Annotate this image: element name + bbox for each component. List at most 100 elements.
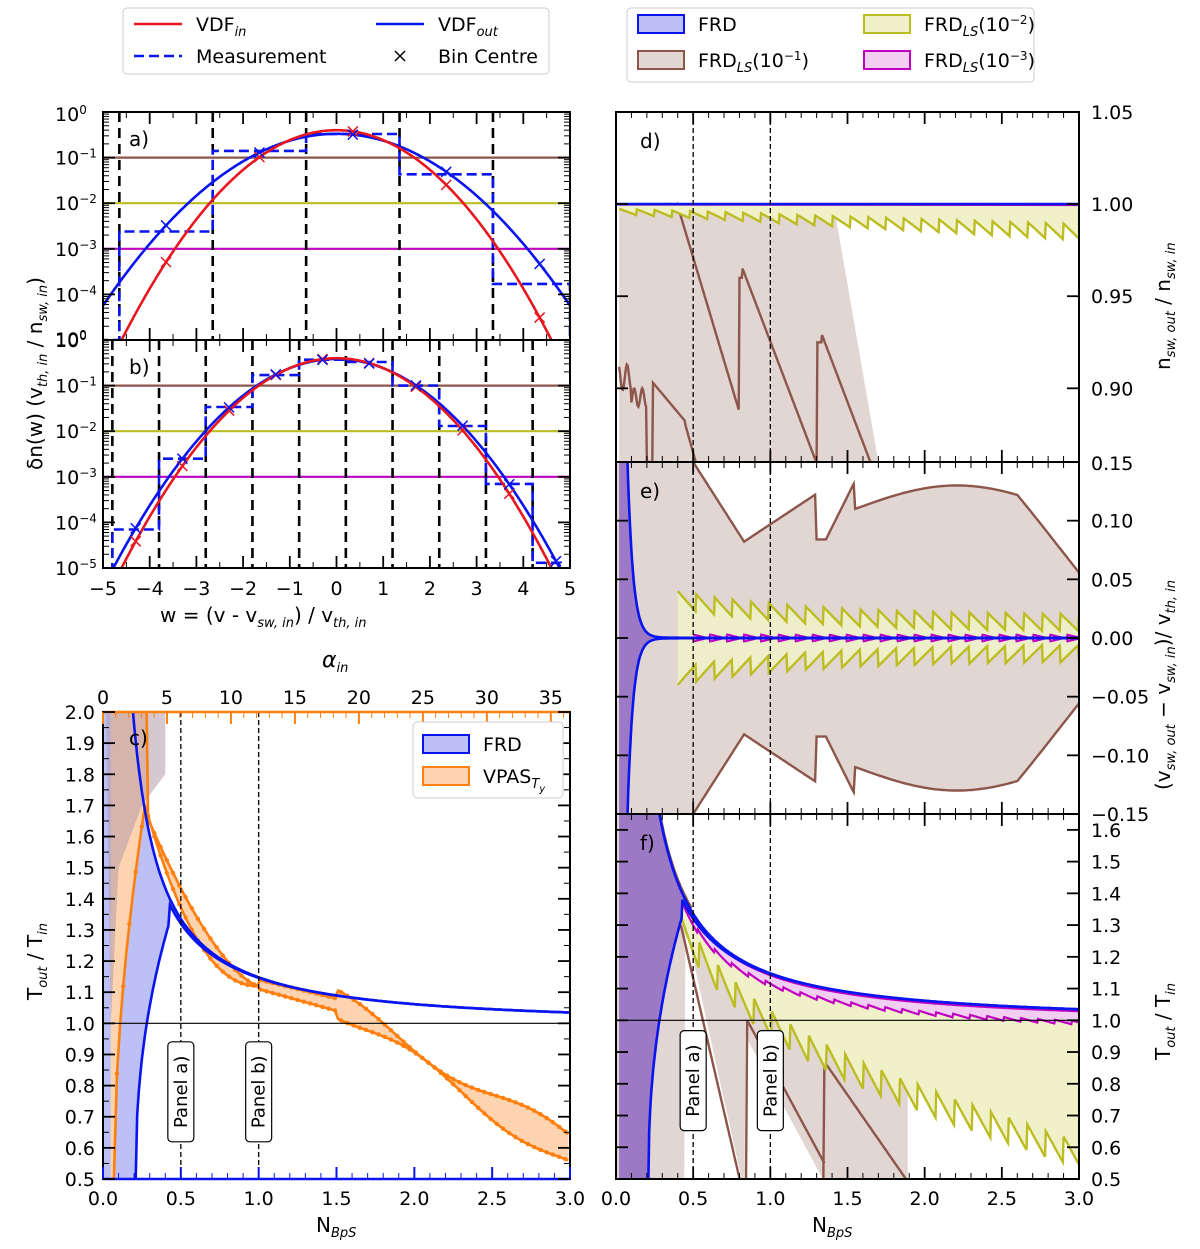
vpas-marker [563,1156,568,1162]
top-x-tick-label: 10 [219,687,243,709]
vpas-marker [307,1001,313,1006]
vpas-marker [295,997,300,1003]
panel-e-label: e) [640,479,660,503]
vpas-marker [395,1040,400,1045]
vpas-marker [139,824,145,829]
vpas-marker [301,999,307,1004]
x-tick-label: −3 [182,578,210,600]
vpas-marker [513,1134,518,1140]
vpas-marker [363,1006,369,1012]
x-tick-label: 5 [564,578,576,600]
y-tick-label: −0.05 [1091,687,1149,709]
vdf-out-bin-centre-marker [253,146,265,159]
y-tick-label: 1.2 [1091,947,1121,969]
vpas-marker [170,886,176,892]
vpas-marker [164,857,170,863]
vpas-marker [183,915,188,920]
y-tick-label: 0.95 [1091,286,1133,308]
panel-reference-box [679,1030,707,1132]
vpas-marker [152,834,157,839]
legend-frd-ls-1e-3-patch [863,50,911,70]
frd-ls-1e-2-band [680,891,1079,1165]
frd-band [103,712,570,1179]
y-tick-label: 0.90 [1091,378,1133,400]
legend-c-frd-label: FRD [483,734,522,756]
frd-ls-1e-2-upper-line [676,590,1079,634]
vpas-marker [500,1126,506,1131]
overlap-tint [106,712,166,1024]
vpas-marker [407,1047,412,1052]
frd-ls-1e-1-upper-line [662,201,872,462]
vpas-marker [444,1076,450,1081]
y-axis-label-f: Tout / Tin [1151,983,1179,1061]
y-tick-label: 10−3 [55,466,97,489]
vdf-in-bin-centre-marker [253,151,265,163]
x-tick-label: 0 [330,578,342,600]
y-tick-label: 0.15 [1091,453,1133,475]
y-tick-label: 10−5 [55,557,97,580]
x-tick-label: −1 [276,578,304,600]
measurement-line [103,132,570,340]
x-tick-label: 1.5 [321,1188,351,1210]
vpas-marker [463,1093,468,1099]
y-axis-label-d: nsw, out / nsw, in [1151,242,1179,370]
vpas-marker [270,990,275,996]
vdf-out-bin-centre-marker [130,522,142,534]
panel-reference-label: Panel a) [683,1044,704,1116]
vpas-marker [351,1023,356,1028]
vpas-marker [264,989,269,994]
vpas-marker [494,1093,500,1099]
x-tick-label: 0.0 [601,1188,631,1210]
legend-frd-ls-1e-1-patch [637,50,685,70]
y-tick-label: 1.8 [65,764,95,786]
top-x-tick-label: 30 [475,687,499,709]
x-tick-label: 2.5 [987,1188,1017,1210]
vpas-marker [121,984,126,989]
legend-vdf-in-label: VDFin [196,14,246,40]
vpas-marker [282,994,288,999]
vpas-marker [189,906,194,911]
frd-ls-1e-3-lower-line [679,898,1079,1026]
vpas-marker [114,1071,120,1076]
panel-reference-label: Panel b) [760,1044,781,1117]
y-tick-label: 1.5 [1091,852,1121,874]
y-tick-label: 100 [55,328,87,351]
vpas-marker [326,1006,331,1011]
vpas-marker [457,1087,462,1093]
y-tick-label: 1.3 [1091,915,1121,937]
vpas-marker [451,1082,456,1087]
y-tick-label: 1.4 [1091,883,1121,905]
y-tick-label: 0.05 [1091,569,1133,591]
vpas-marker [432,1065,437,1070]
panel-reference-box [167,1041,195,1143]
y-tick-label: 0.8 [65,1076,95,1098]
frd-lower-line [626,636,1079,814]
frd-ls-1e-1-lower-line [691,702,1079,814]
x-tick-label: 0.0 [88,1188,118,1210]
panel-a-label: a) [129,127,149,151]
y-tick-label: 10−2 [55,420,97,443]
y-tick-label: 0.7 [1091,1106,1121,1128]
vpas-marker [482,1089,487,1095]
y-tick-label: 100 [55,329,87,352]
vdf-out-bin-centre-marker [223,401,235,413]
legend-vdf-out-label: VDFout [438,14,499,40]
vpas-marker [544,1150,549,1155]
y-tick-label: 0.10 [1091,511,1133,533]
panel-c-plot: Panel a) Panel b) [103,712,570,1179]
y-tick-label: 0.6 [1091,1137,1121,1159]
legend-frd-ls-1e-2-patch [863,14,911,34]
legend-frd-patch [637,14,685,34]
x-tick-label: −4 [136,578,164,600]
y-tick-label: 10−4 [55,283,97,306]
vpas-marker [201,926,207,932]
x-tick-label: 1.0 [244,1188,274,1210]
vpas-marker [220,953,226,958]
panel-a-plot [103,112,570,340]
vpas-marker [401,1039,406,1044]
y-tick-label: 1.5 [65,858,95,880]
vpas-marker [226,974,232,979]
vpas-marker [507,1130,512,1136]
vpas-marker [320,1004,325,1010]
x-tick-label: 2.0 [910,1188,940,1210]
